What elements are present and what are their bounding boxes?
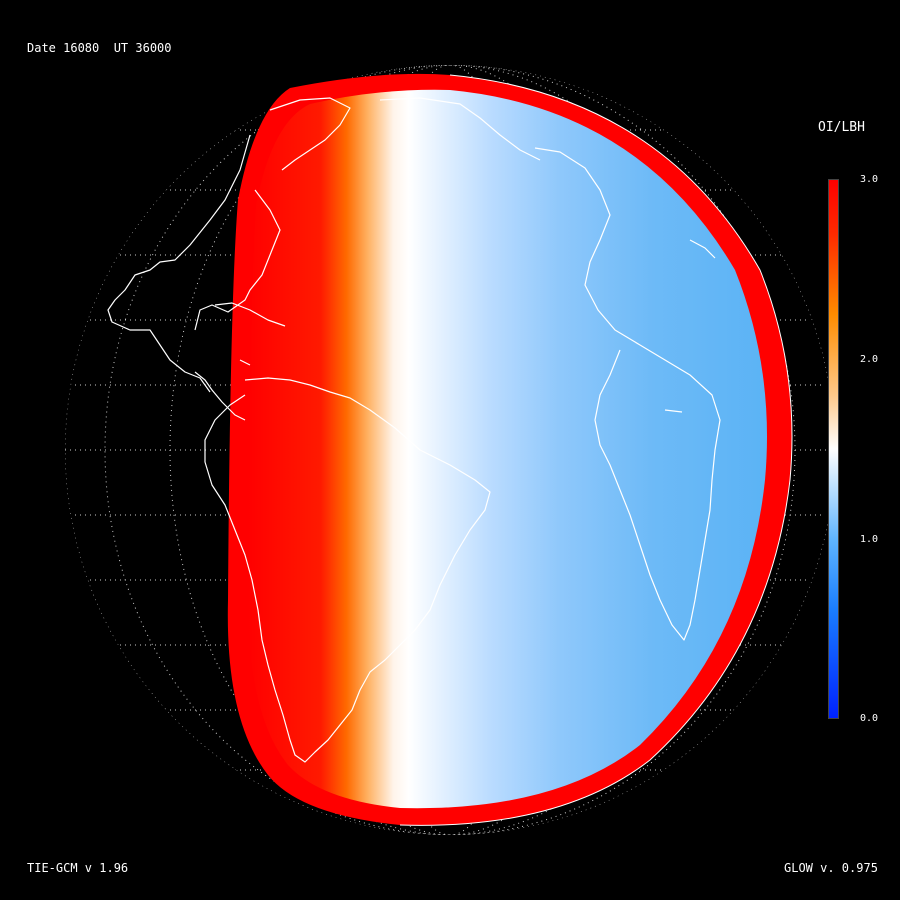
- colorbar-title: OI/LBH: [818, 120, 865, 135]
- model-version-right: GLOW v. 0.975: [784, 861, 878, 875]
- colorbar-tick-2: 2.0: [860, 354, 879, 365]
- model-version-left: TIE-GCM v 1.96: [27, 861, 129, 875]
- dayside-ratio-field: [227, 73, 793, 826]
- colorbar-tick-3: 3.0: [860, 174, 879, 185]
- coastlines: [107, 97, 721, 763]
- colorbar-tick-1: 1.0: [860, 534, 879, 545]
- colorbar-tick-0: 0.0: [860, 713, 879, 724]
- limb-outline: [399, 74, 793, 826]
- date-ut-label: Date 16080 UT 36000: [27, 41, 172, 55]
- colorbar: [828, 179, 839, 719]
